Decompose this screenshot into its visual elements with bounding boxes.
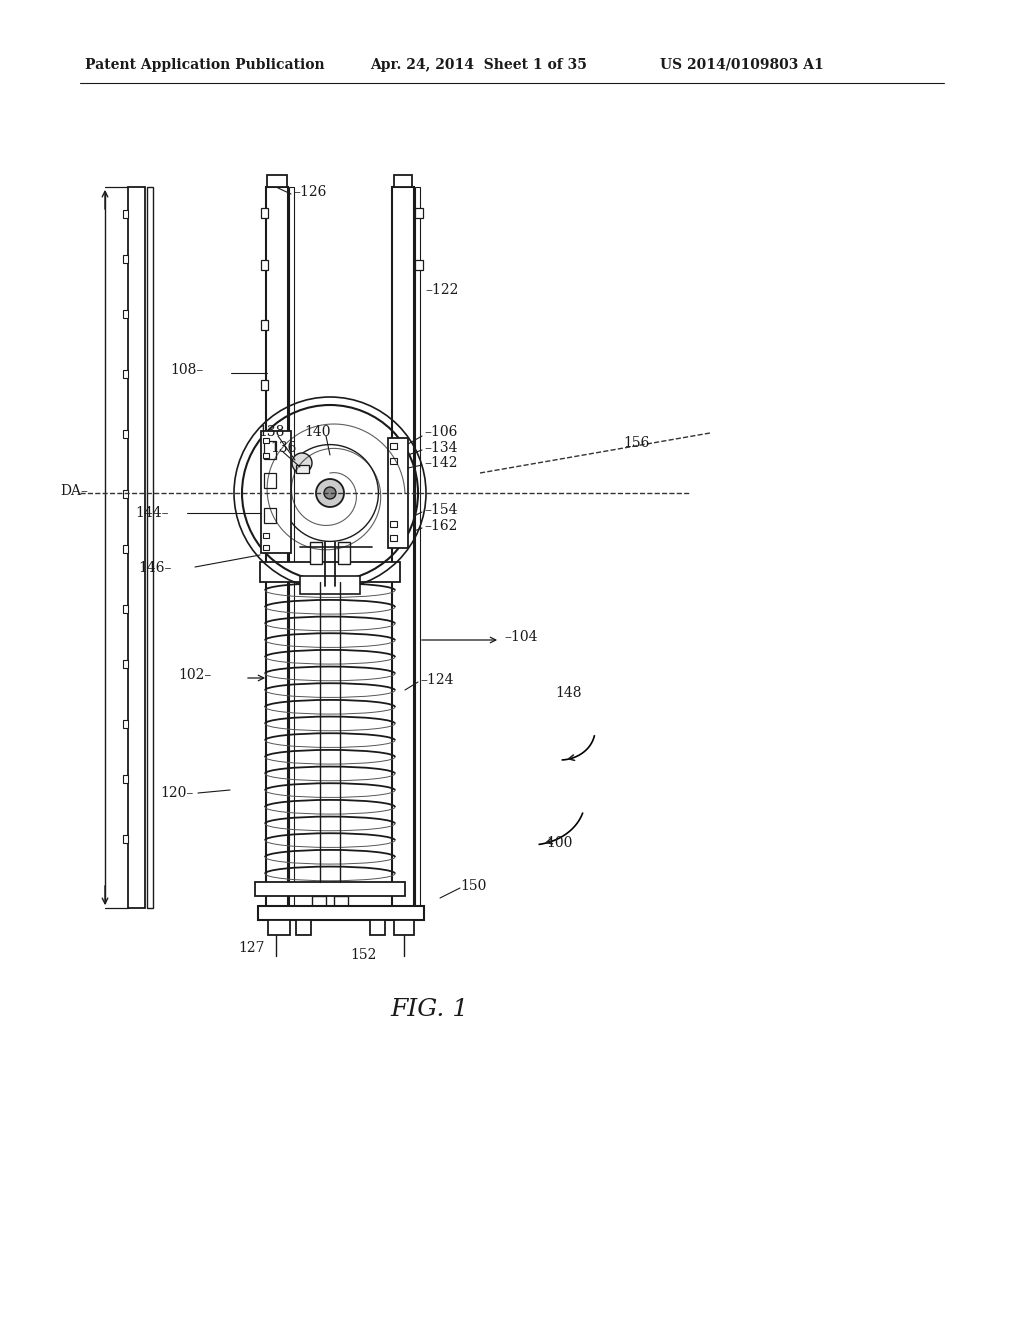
Bar [388,438,408,548]
Bar [390,521,397,527]
Text: 136: 136 [270,441,296,455]
Bar [392,187,414,908]
Bar [312,896,326,908]
Bar [123,660,128,668]
Bar [261,319,268,330]
Bar [296,465,309,473]
Text: –122: –122 [425,282,459,297]
Text: –124: –124 [420,673,454,686]
Bar [128,187,145,908]
Bar [123,255,128,263]
Text: –126: –126 [293,185,327,199]
Bar [123,605,128,612]
Bar [415,209,423,218]
Bar [264,473,276,488]
Bar [261,432,291,553]
Text: 148: 148 [555,686,582,700]
Bar [267,176,287,187]
Bar [263,533,269,539]
Bar [123,836,128,843]
Bar [390,458,397,465]
Text: 102–: 102– [178,668,211,682]
Text: –162: –162 [424,519,458,533]
Text: –134: –134 [424,441,458,455]
Bar [147,187,153,908]
Bar [390,444,397,449]
Bar [261,260,268,271]
Bar [289,187,294,908]
Bar [123,210,128,218]
Bar [370,920,385,935]
Text: 120–: 120– [160,785,194,800]
Text: –154: –154 [424,503,458,517]
Bar [415,260,423,271]
Bar [123,430,128,438]
Text: 144–: 144– [135,506,169,520]
Bar [394,176,412,187]
Text: DA–: DA– [60,484,88,498]
Text: US 2014/0109803 A1: US 2014/0109803 A1 [660,58,823,73]
Bar [390,535,397,541]
Bar [263,453,269,458]
Text: 150: 150 [460,879,486,894]
Text: Patent Application Publication: Patent Application Publication [85,58,325,73]
Bar [264,441,276,459]
Bar [415,187,420,908]
Bar [123,490,128,498]
Bar [123,310,128,318]
Bar [268,920,290,935]
Bar [261,380,268,389]
Bar [300,576,360,594]
Text: Apr. 24, 2014  Sheet 1 of 35: Apr. 24, 2014 Sheet 1 of 35 [370,58,587,73]
Bar [255,882,406,896]
Text: 127: 127 [238,941,264,954]
Bar [123,719,128,729]
Bar [258,906,424,920]
Text: 146–: 146– [138,561,171,576]
Text: –142: –142 [424,455,458,470]
Bar [260,562,400,582]
Bar [334,896,348,908]
Text: 152: 152 [350,948,377,962]
Bar [266,187,288,908]
Bar [123,545,128,553]
Bar [394,920,414,935]
Text: –104: –104 [504,630,538,644]
Bar [123,370,128,378]
Bar [263,545,269,550]
Text: FIG. 1: FIG. 1 [391,998,469,1022]
Bar [264,508,276,523]
Bar [263,438,269,444]
Circle shape [324,487,336,499]
Text: 138: 138 [258,425,285,440]
Text: 108–: 108– [170,363,204,378]
Bar [338,543,350,564]
Circle shape [316,479,344,507]
Bar [261,209,268,218]
Circle shape [292,453,312,473]
Text: 140: 140 [304,425,331,440]
Text: –106: –106 [424,425,458,440]
Bar [123,775,128,783]
Text: 100: 100 [546,836,572,850]
Text: 156: 156 [623,436,649,450]
Bar [310,543,322,564]
Bar [296,920,311,935]
